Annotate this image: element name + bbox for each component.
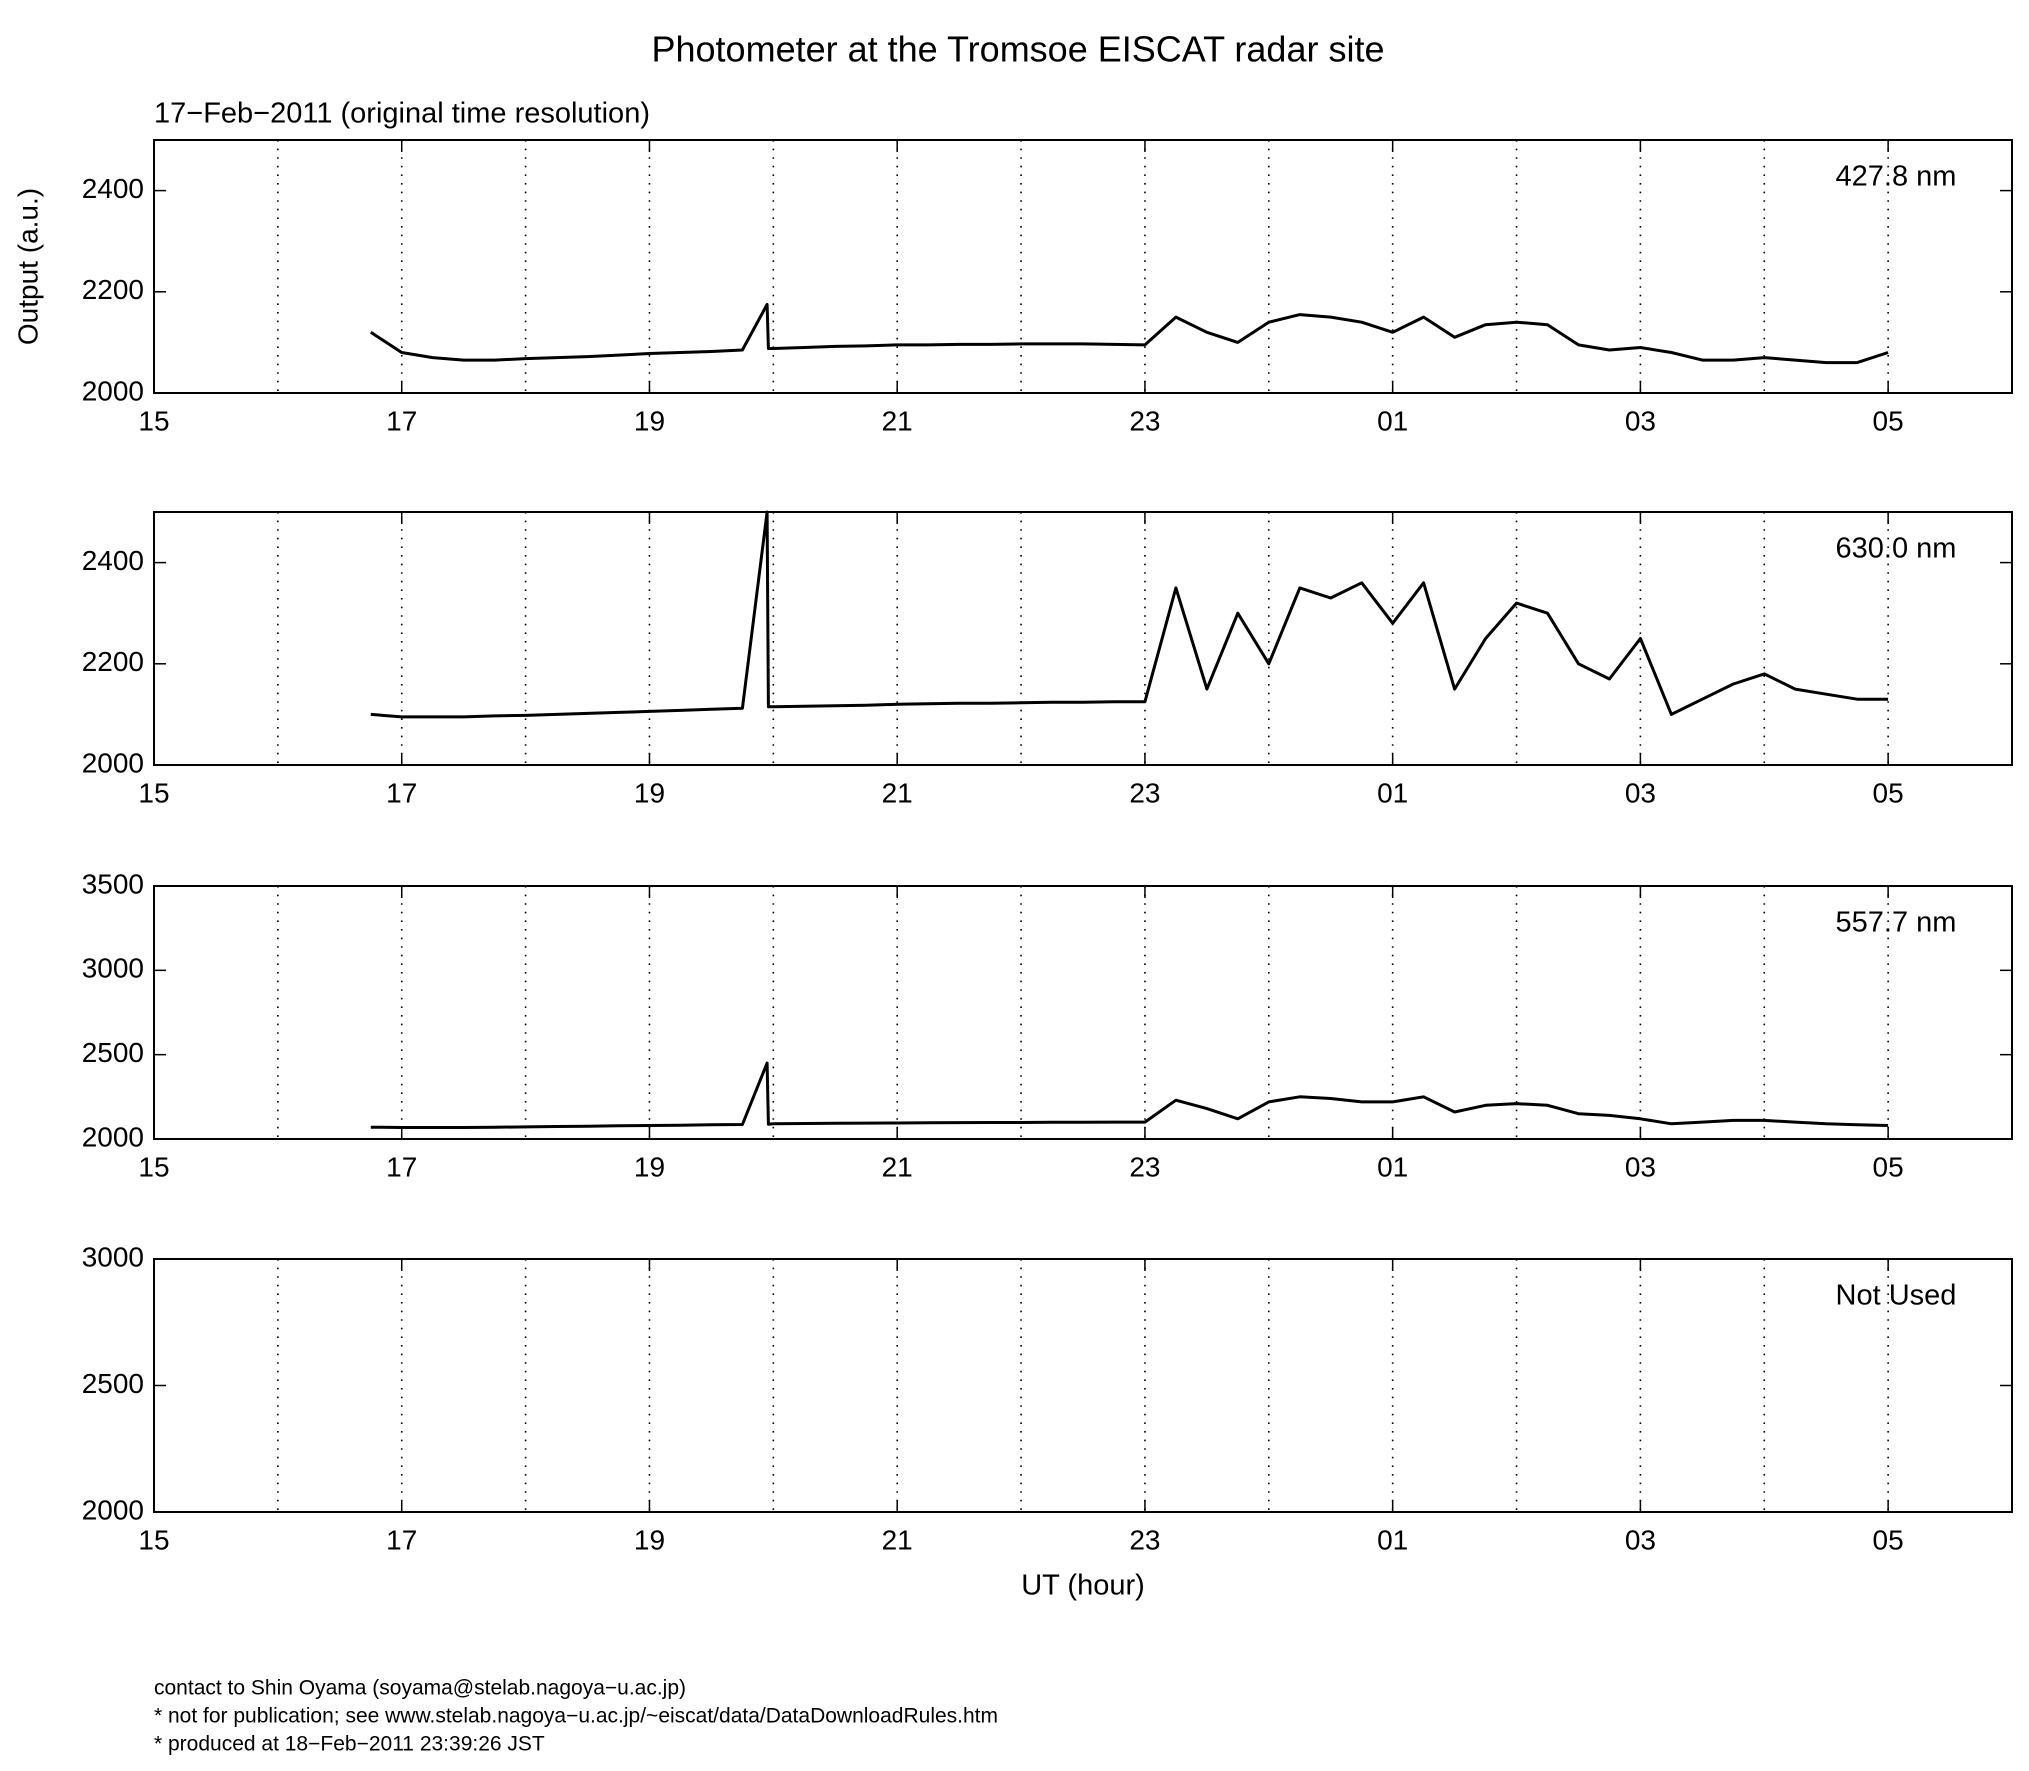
x-tick-label: 23 <box>1129 1151 1160 1182</box>
x-tick-label: 21 <box>882 405 913 436</box>
y-tick-label: 2400 <box>82 545 144 576</box>
x-tick-label: 21 <box>882 1151 913 1182</box>
x-tick-label: 19 <box>634 1151 665 1182</box>
x-tick-label: 17 <box>386 777 417 808</box>
x-tick-label: 17 <box>386 1524 417 1555</box>
plot-frame <box>153 139 2013 394</box>
y-tick-label: 2400 <box>82 173 144 204</box>
x-tick-label: 23 <box>1129 405 1160 436</box>
x-tick-label: 01 <box>1377 1151 1408 1182</box>
x-tick-label: 15 <box>138 1524 169 1555</box>
figure-title: Photometer at the Tromsoe EISCAT radar s… <box>652 29 1385 70</box>
x-tick-label: 23 <box>1129 1524 1160 1555</box>
x-tick-label: 23 <box>1129 777 1160 808</box>
y-axis-label: Output (a.u.) <box>12 188 43 345</box>
x-tick-label: 05 <box>1873 405 1904 436</box>
x-axis-label: UT (hour) <box>1021 1570 1145 1602</box>
x-tick-label: 01 <box>1377 1524 1408 1555</box>
x-tick-label: 19 <box>634 777 665 808</box>
x-tick-label: 19 <box>634 405 665 436</box>
plot-frame <box>153 1258 2013 1513</box>
subtitle: 17−Feb−2011 (original time resolution) <box>154 98 650 130</box>
x-tick-label: 01 <box>1377 777 1408 808</box>
y-tick-label: 3000 <box>82 953 144 984</box>
x-tick-label: 01 <box>1377 405 1408 436</box>
annotation: 630.0 nm <box>1836 533 1957 565</box>
x-tick-label: 21 <box>882 777 913 808</box>
data-line <box>369 302 1889 365</box>
footer-line: contact to Shin Oyama (soyama@stelab.nag… <box>154 1677 686 1700</box>
x-tick-label: 19 <box>634 1524 665 1555</box>
y-tick-label: 2000 <box>82 747 144 778</box>
plot-frame <box>153 885 2013 1140</box>
footer-line: * produced at 18−Feb−2011 23:39:26 JST <box>154 1733 545 1756</box>
y-tick-label: 3000 <box>82 1241 144 1272</box>
x-tick-label: 15 <box>138 405 169 436</box>
y-tick-label: 2500 <box>82 1368 144 1399</box>
data-line <box>370 1061 1889 1129</box>
x-tick-label: 15 <box>138 777 169 808</box>
y-tick-label: 2000 <box>82 375 144 406</box>
annotation: 427.8 nm <box>1836 161 1957 193</box>
y-tick-label: 2000 <box>82 1121 144 1152</box>
y-tick-label: 2000 <box>82 1494 144 1525</box>
x-tick-label: 03 <box>1625 1524 1656 1555</box>
x-tick-label: 03 <box>1625 777 1656 808</box>
x-tick-label: 05 <box>1873 777 1904 808</box>
footer-line: * not for publication; see www.stelab.na… <box>154 1705 998 1728</box>
y-tick-label: 2200 <box>82 274 144 305</box>
plot-frame <box>153 511 2013 766</box>
x-tick-label: 05 <box>1873 1524 1904 1555</box>
annotation: 557.7 nm <box>1836 907 1957 939</box>
y-tick-label: 2200 <box>82 646 144 677</box>
y-tick-label: 3500 <box>82 868 144 899</box>
x-tick-label: 05 <box>1873 1151 1904 1182</box>
x-tick-label: 03 <box>1625 405 1656 436</box>
annotation: Not Used <box>1836 1280 1957 1312</box>
data-line <box>370 510 1889 719</box>
x-tick-label: 17 <box>386 405 417 436</box>
x-tick-label: 17 <box>386 1151 417 1182</box>
x-tick-label: 03 <box>1625 1151 1656 1182</box>
x-tick-label: 21 <box>882 1524 913 1555</box>
y-tick-label: 2500 <box>82 1037 144 1068</box>
x-tick-label: 15 <box>138 1151 169 1182</box>
